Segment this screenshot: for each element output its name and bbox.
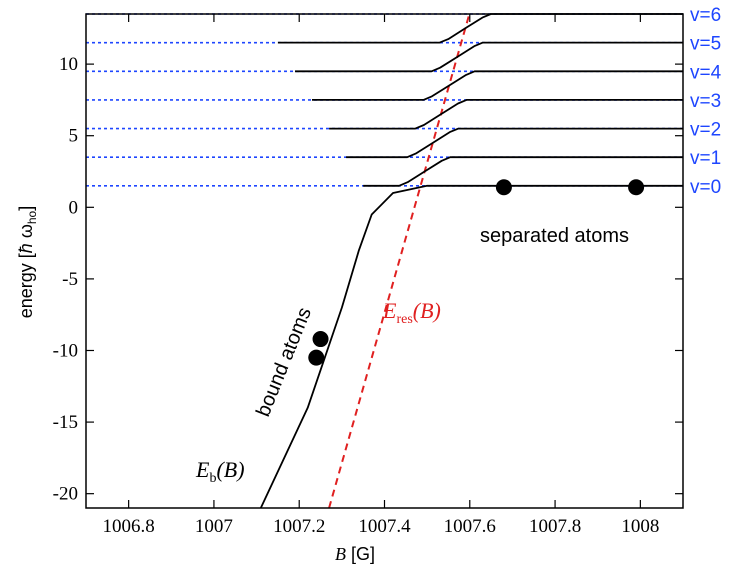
plot-frame [85,13,684,509]
y-tick-label: -20 [53,484,78,505]
curves-layer [86,12,683,509]
eb-curve [259,184,683,509]
bound-atoms-label: bound atoms [252,304,316,419]
avoided-crossing-4 [295,41,683,73]
level-label-v2: v=2 [690,120,721,141]
x-tick-label: 1007.4 [358,516,411,537]
x-tick-label: 1007.8 [529,516,581,537]
eres-line [328,12,471,509]
x-tick-label: 1007.2 [273,516,325,537]
x-tick-label: 1006.8 [103,516,155,537]
data-marker-0 [308,349,325,366]
avoided-crossing-0 [363,156,683,187]
data-marker-1 [312,331,329,348]
y-tick-label: -5 [62,269,78,290]
x-axis-title: B [G] [335,544,375,564]
x-tick-label: 1008 [621,516,659,537]
y-tick-label: -10 [53,340,78,361]
y-tick-label: 0 [69,197,79,218]
avoided-crossing-3 [312,70,683,101]
x-tick-label: 1007.6 [444,516,496,537]
level-label-v3: v=3 [690,91,721,112]
eb-label: Eb(B) [195,457,245,486]
level-label-v5: v=5 [690,34,721,55]
y-axis-title: energy [ħ ωho] [16,206,39,319]
level-labels: v=0 v=1 v=2 v=3 v=4 v=5 v=6 [690,5,722,198]
x-tick-label: 1007 [195,516,233,537]
level-label-v0: v=0 [690,177,721,198]
separated-atoms-label: separated atoms [480,225,629,247]
y-tick-label: 5 [69,126,79,147]
eres-label: Eres(B) [382,298,441,327]
data-marker-2 [495,179,512,196]
data-marker-3 [628,179,645,196]
y-axis-ticks: -20 -15 -10 -5 0 5 10 [53,54,683,505]
markers-layer [308,179,645,366]
level-label-v1: v=1 [690,148,721,169]
avoided-crossing-5 [277,13,683,44]
x-axis-ticks: 1006.8 1007 1007.2 1007.4 1007.6 1007.8 1008 [103,14,659,537]
level-label-v6: v=6 [690,5,721,26]
y-tick-label: 10 [59,54,78,75]
avoided-crossing-1 [346,127,683,159]
y-tick-label: -15 [53,412,78,433]
avoided-crossing-2 [329,99,683,130]
level-label-v4: v=4 [690,62,722,83]
